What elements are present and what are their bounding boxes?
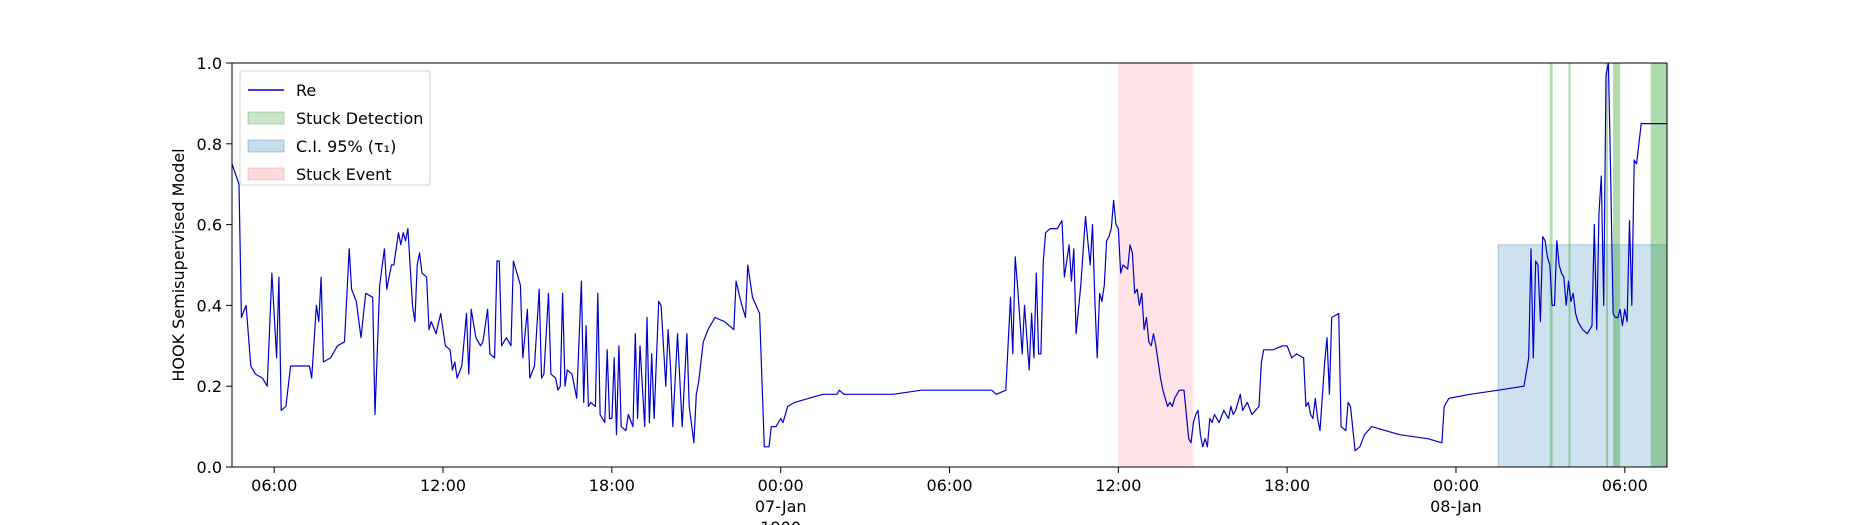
stuck-detection-band-1 xyxy=(1568,63,1571,467)
stuck-detection-band-3 xyxy=(1613,63,1621,467)
x-tick-label: 00:00 xyxy=(758,476,804,495)
x-axis: 06:00 12:00 18:00 00:00 07-Jan 1900 06:00 12:00… xyxy=(251,467,1648,525)
legend-swatch-patch xyxy=(247,111,285,125)
legend-label: Stuck Detection xyxy=(296,109,423,128)
x-tick-label: 06:00 xyxy=(926,476,972,495)
legend-label: Re xyxy=(296,81,316,100)
stuck-detection-band-2 xyxy=(1606,63,1609,467)
y-tick-label: 0.6 xyxy=(197,216,222,235)
y-axis-label: HOOK Semisupervised Model xyxy=(169,148,188,381)
x-tick-label: 00:00 xyxy=(1433,476,1479,495)
x-tick-label: 18:00 xyxy=(1264,476,1310,495)
shaded-regions xyxy=(1118,63,1668,468)
x-tick-label: 18:00 xyxy=(589,476,635,495)
series-line-0 xyxy=(231,62,1667,452)
y-tick-label: 0.8 xyxy=(197,135,222,154)
x-tick-label: 12:00 xyxy=(1095,476,1141,495)
x-tick-date-label: 08-Jan xyxy=(1430,497,1482,516)
stuck-detection-band-4 xyxy=(1650,63,1667,467)
stuck-event-band xyxy=(1118,63,1194,467)
legend: Re Stuck Detection C.I. 95% (τ₁) Stuck Even… xyxy=(239,70,431,186)
y-tick-label: 0.2 xyxy=(197,377,222,396)
legend-box xyxy=(239,70,431,186)
confidence-interval-band xyxy=(1497,244,1668,468)
y-tick-label: 0.4 xyxy=(197,296,222,315)
y-tick-label: 0.0 xyxy=(197,458,222,477)
legend-label: C.I. 95% (τ₁) xyxy=(296,137,396,156)
x-tick-year-label: 1900 xyxy=(760,518,801,525)
stuck-detection-band-0 xyxy=(1549,63,1553,467)
series-layer xyxy=(231,62,1667,452)
x-tick-label: 06:00 xyxy=(251,476,297,495)
y-axis: 0.0 0.2 0.4 0.6 0.8 1.0 xyxy=(197,54,232,477)
legend-swatch-patch xyxy=(247,167,285,181)
x-tick-label: 12:00 xyxy=(420,476,466,495)
legend-swatch-patch xyxy=(247,139,285,153)
legend-label: Stuck Event xyxy=(296,165,392,184)
x-tick-label: 06:00 xyxy=(1602,476,1648,495)
y-tick-label: 1.0 xyxy=(197,54,222,73)
x-tick-date-label: 07-Jan xyxy=(755,497,807,516)
